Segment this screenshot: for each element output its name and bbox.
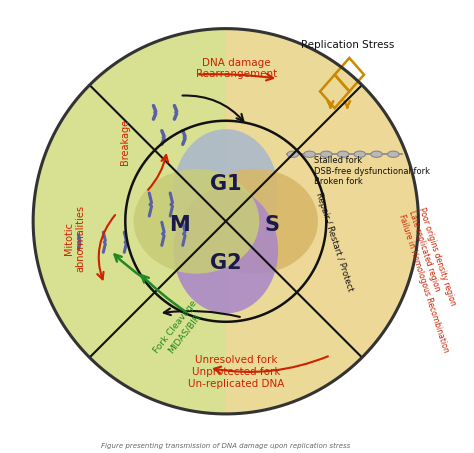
Ellipse shape bbox=[371, 151, 383, 157]
Ellipse shape bbox=[173, 188, 278, 313]
Circle shape bbox=[78, 241, 81, 243]
Ellipse shape bbox=[134, 169, 259, 274]
Ellipse shape bbox=[320, 151, 332, 157]
Circle shape bbox=[170, 202, 173, 207]
Text: G1: G1 bbox=[210, 173, 242, 193]
Text: Stalled fork
DSB-free dysfunctional fork
Broken fork: Stalled fork DSB-free dysfunctional fork… bbox=[314, 156, 430, 186]
Wedge shape bbox=[33, 29, 226, 221]
Text: G2: G2 bbox=[210, 253, 242, 273]
Ellipse shape bbox=[173, 129, 278, 255]
Text: Replication Stress: Replication Stress bbox=[301, 40, 394, 50]
Text: Fork Cleavage
MIDAS/BIR: Fork Cleavage MIDAS/BIR bbox=[152, 299, 207, 361]
Circle shape bbox=[153, 111, 156, 114]
Circle shape bbox=[161, 232, 165, 236]
Text: Poor origins density region
Late replicated region
Failure in Homologous Recombi: Poor origins density region Late replica… bbox=[398, 207, 471, 353]
Ellipse shape bbox=[192, 169, 318, 274]
Text: M: M bbox=[169, 216, 190, 236]
Circle shape bbox=[33, 29, 419, 414]
Text: Repair / Restart / Protect: Repair / Restart / Protect bbox=[314, 192, 355, 293]
Circle shape bbox=[124, 241, 127, 244]
Text: Mitotic
abnormalities: Mitotic abnormalities bbox=[64, 204, 86, 271]
Circle shape bbox=[182, 136, 185, 139]
Wedge shape bbox=[226, 29, 419, 221]
Text: Figure presenting transmission of DNA damage upon replication stress: Figure presenting transmission of DNA da… bbox=[101, 443, 350, 449]
Ellipse shape bbox=[287, 151, 299, 157]
Ellipse shape bbox=[304, 151, 315, 157]
Wedge shape bbox=[33, 29, 362, 414]
Circle shape bbox=[162, 136, 164, 139]
Ellipse shape bbox=[337, 151, 349, 157]
Wedge shape bbox=[226, 85, 419, 357]
Text: Breakage: Breakage bbox=[120, 119, 130, 165]
Circle shape bbox=[103, 241, 106, 244]
Ellipse shape bbox=[388, 151, 399, 157]
Text: S: S bbox=[264, 216, 279, 236]
Circle shape bbox=[148, 202, 152, 207]
Wedge shape bbox=[33, 221, 226, 414]
Circle shape bbox=[174, 111, 177, 114]
Wedge shape bbox=[226, 221, 419, 414]
Text: Unresolved fork
Unprotected fork
Un-replicated DNA: Unresolved fork Unprotected fork Un-repl… bbox=[188, 356, 284, 389]
Text: DNA damage
Rearrangement: DNA damage Rearrangement bbox=[196, 58, 277, 79]
Ellipse shape bbox=[354, 151, 365, 157]
Circle shape bbox=[182, 232, 186, 236]
